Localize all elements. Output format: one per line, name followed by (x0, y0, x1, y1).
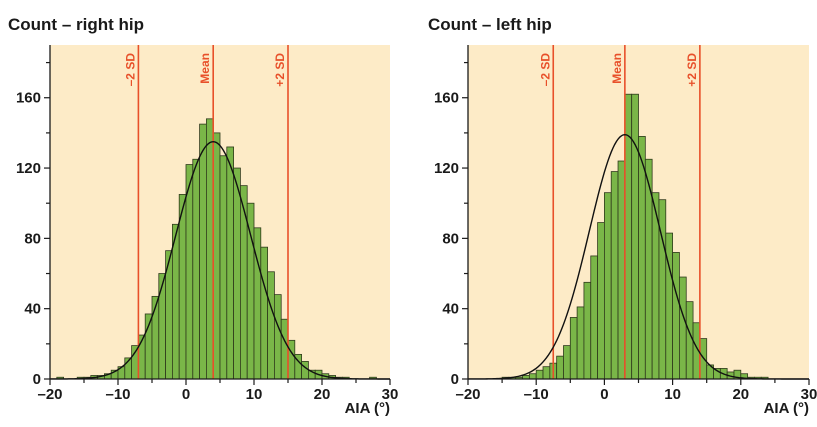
x-tick-label: –10 (524, 386, 549, 403)
reference-line-label: Mean (198, 53, 212, 84)
normal-curve (50, 140, 390, 380)
histogram-bar (672, 252, 680, 380)
x-tick-label: 10 (664, 386, 681, 403)
histogram-bar (685, 301, 694, 380)
histogram-bar (192, 158, 201, 380)
histogram-bar (576, 306, 585, 380)
histogram-bar (610, 171, 619, 380)
histogram-bar (260, 246, 268, 380)
histogram-bar (617, 160, 626, 380)
reference-line-label: Mean (610, 53, 624, 84)
x-tick-label: –10 (105, 386, 130, 403)
histogram-bar (239, 185, 248, 380)
histogram-bar (199, 123, 207, 380)
x-tick-label: 10 (246, 386, 263, 403)
x-tick-label: 0 (182, 386, 190, 403)
x-tick-label: 30 (801, 386, 817, 403)
histogram-bar (597, 222, 605, 380)
axes: –20 –10 0 10 20 30 0 40 80 120 160 (16, 45, 398, 403)
histogram-bar (590, 255, 598, 380)
x-axis-label: AIA (°) (345, 400, 390, 417)
histogram-bar (638, 136, 646, 380)
y-tick-label: 80 (24, 230, 41, 247)
reference-lines: –2 SD Mean +2 SD (538, 45, 701, 379)
y-tick-label: 40 (24, 301, 41, 318)
y-tick-label: 120 (434, 160, 459, 177)
reference-line-label: –2 SD (123, 53, 137, 87)
x-tick-label: 30 (382, 386, 399, 403)
histogram-bar (604, 192, 612, 380)
histogram-bar (287, 339, 296, 380)
histogram-bar (178, 194, 187, 380)
histogram-bar (528, 373, 537, 380)
histogram-bar (301, 361, 309, 380)
x-tick-label: 20 (732, 386, 749, 403)
histogram-bar (246, 202, 255, 380)
chart-title: Count – right hip (8, 15, 144, 34)
histogram-bar (535, 369, 544, 380)
histogram-bar (556, 355, 564, 380)
x-tick-label: –20 (455, 386, 480, 403)
histogram-bar (219, 155, 228, 380)
histogram-bar (583, 281, 592, 380)
histogram-bar (226, 146, 235, 380)
histogram-bar (131, 345, 139, 380)
histogram-bar (280, 318, 289, 380)
x-axis-label: AIA (°) (764, 400, 809, 417)
y-tick-label: 40 (442, 301, 459, 318)
histogram-bar (158, 273, 167, 380)
histogram-bar (569, 317, 578, 380)
y-tick-label: 0 (33, 371, 41, 388)
y-tick-label: 160 (434, 90, 459, 107)
reference-lines: –2 SD Mean +2 SD (123, 45, 289, 379)
histogram-bar (171, 223, 180, 380)
reference-line-label: +2 SD (685, 53, 699, 87)
histogram-bar (185, 164, 194, 380)
right-hip-chart: Count – right hip –2 SD Mean +2 SD –20 –10 0… (8, 15, 398, 417)
histogram-bar (679, 276, 687, 380)
chart-title: Count – left hip (428, 15, 552, 34)
reference-line-label: –2 SD (538, 53, 552, 87)
y-tick-label: 80 (442, 230, 459, 247)
histogram-bar (212, 132, 221, 380)
histogram-bar (631, 93, 639, 380)
reference-line-label: +2 SD (273, 53, 287, 87)
histogram-bar (273, 294, 282, 380)
y-tick-label: 120 (16, 160, 41, 177)
x-tick-label: –20 (37, 386, 62, 403)
y-tick-label: 160 (16, 90, 41, 107)
x-tick-label: 20 (314, 386, 331, 403)
histogram-bar (205, 118, 214, 380)
histogram-bar (233, 167, 241, 380)
histogram-bar (267, 271, 275, 380)
y-tick-label: 0 (451, 371, 459, 388)
left-hip-chart: Count – left hip –2 SD Mean +2 SD –20 –10 0 1… (428, 15, 817, 417)
x-tick-label: 0 (600, 386, 608, 403)
histogram-bar (542, 366, 551, 380)
histogram-bar (563, 345, 571, 380)
axes: –20 –10 0 10 20 30 0 40 80 120 160 (434, 45, 817, 403)
